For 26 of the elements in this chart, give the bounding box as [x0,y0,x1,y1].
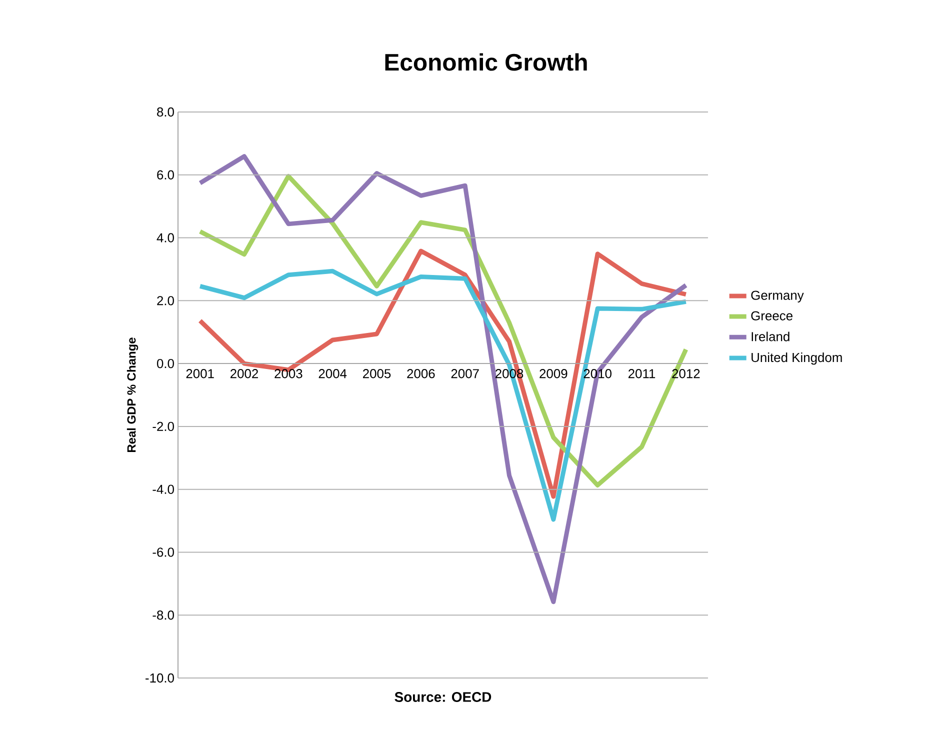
x-tick-label: 2003 [274,369,302,378]
x-tick-label: 2007 [451,369,479,378]
x-tick-label: 2006 [407,369,435,378]
x-tick-label: 2005 [363,369,391,378]
y-tick-label: 6.0 [157,170,174,180]
y-axis-title: Real GDP % Change [126,338,138,452]
y-tick-label: 4.0 [156,233,174,242]
legend-label: Ireland [752,332,790,342]
x-tick-label: 2001 [186,369,214,378]
y-tick-label: -6.0 [152,548,174,557]
y-tick-label: -4.0 [152,484,174,494]
legend-label: Greece [751,311,792,320]
y-tick-label: 8.0 [157,107,174,117]
source-note: Source: OECD [394,692,492,702]
legend-label: United Kingdom [752,352,842,365]
x-tick-label: 2002 [230,369,258,378]
y-tick-label: 2.0 [157,296,174,306]
y-tick-label: -8.0 [152,610,174,620]
chart-title: Economic Growth [385,53,587,71]
legend-label: Germany [751,290,804,302]
y-tick-label: -2.0 [152,422,174,432]
x-tick-label: 2009 [540,369,568,378]
x-tick-label: 2011 [628,369,656,378]
x-tick-label: 2004 [318,369,347,378]
y-tick-label: 0.0 [156,358,174,368]
y-tick-label: -10.0 [146,673,174,683]
